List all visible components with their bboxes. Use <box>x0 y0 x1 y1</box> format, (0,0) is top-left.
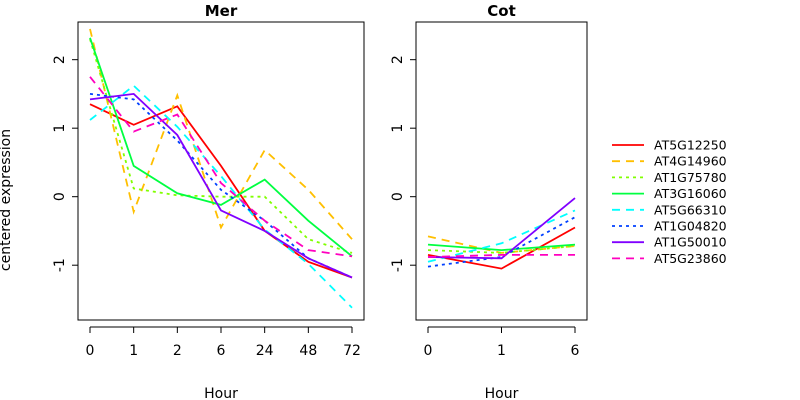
y-tick-label: 0 <box>52 192 68 201</box>
legend-item: AT5G12250 <box>612 138 727 153</box>
series-line-at1g50010 <box>427 197 576 260</box>
panel-cot: Cot -1 0 1 2 0 1 6 Hour <box>390 2 588 400</box>
legend-label: AT1G75780 <box>654 170 727 185</box>
legend-label: AT3G16060 <box>654 186 727 201</box>
series-line-at5g12250 <box>427 226 576 270</box>
series-line-at4g14960 <box>427 235 576 254</box>
x-tick-label: 1 <box>129 343 138 359</box>
legend-item: AT1G04820 <box>612 219 727 234</box>
x-tick-label: 1 <box>497 343 506 359</box>
x-tick-label: 0 <box>86 343 95 359</box>
series-line-at5g23860 <box>89 76 353 258</box>
legend-item: AT1G75780 <box>612 170 727 185</box>
series-line-at1g50010 <box>89 92 353 279</box>
legend-item: AT5G23860 <box>612 251 727 266</box>
series-line-at3g16060 <box>427 243 576 252</box>
legend-label: AT5G66310 <box>654 202 727 217</box>
series-line-at4g14960 <box>89 28 353 240</box>
series-line-at3g16060 <box>89 37 353 257</box>
panel-mer: Mer -1 0 1 2 0 1 2 6 24 48 72 Hour <box>52 2 365 400</box>
series-line-at5g66310 <box>427 209 576 263</box>
legend-item: AT4G14960 <box>612 154 727 169</box>
x-tick-label: 6 <box>571 343 580 359</box>
y-tick-label: 1 <box>390 124 406 133</box>
series-line-at5g12250 <box>89 103 353 279</box>
legend-item: AT1G50010 <box>612 235 727 250</box>
x-axis-label: Hour <box>485 386 519 400</box>
y-tick-label: 2 <box>390 55 406 64</box>
legend-item: AT3G16060 <box>612 186 727 201</box>
legend-label: AT5G23860 <box>654 251 727 266</box>
x-tick-label: 24 <box>256 343 274 359</box>
series-line-at5g23860 <box>427 253 575 258</box>
chart-panels: Mer -1 0 1 2 0 1 2 6 24 48 72 Hour Cot -1 0 1 2 0 1 6 Hour <box>52 2 588 400</box>
x-tick-label: 72 <box>343 343 361 359</box>
panel-title: Cot <box>487 2 515 20</box>
legend-item: AT5G66310 <box>612 202 727 217</box>
legend-label: AT1G50010 <box>654 235 727 250</box>
plot-frame <box>77 21 365 321</box>
y-axis-label: centered expression <box>0 129 14 271</box>
legend: AT5G12250AT4G14960AT1G75780AT3G16060AT5G… <box>612 138 727 266</box>
plot-frame <box>415 21 588 321</box>
legend-label: AT4G14960 <box>654 154 727 169</box>
y-tick-label: 2 <box>52 55 68 64</box>
y-tick-label: -1 <box>390 258 406 272</box>
x-axis-label: Hour <box>204 386 238 400</box>
y-tick-label: 0 <box>390 192 406 201</box>
x-tick-label: 2 <box>173 343 182 359</box>
panel-title: Mer <box>205 2 238 20</box>
y-tick-label: -1 <box>52 258 68 272</box>
series-line-at1g75780 <box>89 38 353 254</box>
legend-label: AT1G04820 <box>654 219 727 234</box>
x-tick-label: 0 <box>424 343 433 359</box>
x-tick-label: 6 <box>217 343 226 359</box>
y-tick-label: 1 <box>52 124 68 133</box>
x-tick-label: 48 <box>299 343 317 359</box>
legend-label: AT5G12250 <box>654 138 727 153</box>
